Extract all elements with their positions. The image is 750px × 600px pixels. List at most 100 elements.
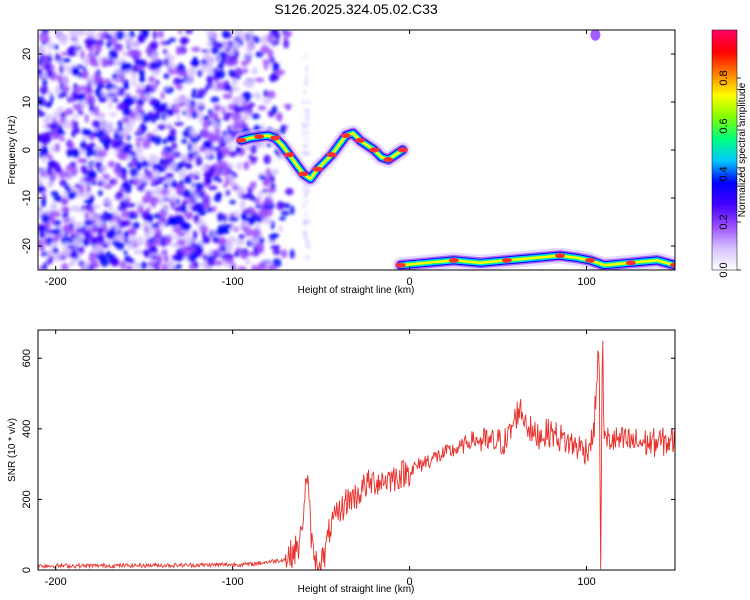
spectrogram-data [38,30,675,270]
noise-speckle [161,102,168,108]
noise-speckle [112,97,119,103]
noise-speckle [134,49,142,60]
noise-speckle [40,72,48,79]
noise-speckle [142,140,151,149]
y-tick-label: 0 [21,567,33,573]
noise-speckle [306,151,310,156]
noise-speckle [158,198,165,206]
noise-speckle [87,170,98,180]
noise-speckle [116,87,126,97]
noise-speckle [164,205,170,213]
noise-speckle [242,222,250,228]
noise-speckle [61,213,69,218]
noise-speckle [138,155,147,161]
noise-speckle [131,64,139,73]
noise-speckle [160,189,169,196]
noise-speckle [242,211,248,220]
noise-speckle [52,246,59,254]
noise-speckle [302,204,306,209]
noise-speckle [275,69,286,76]
noise-speckle [258,174,266,180]
x-tick-label: -200 [45,576,67,588]
noise-speckle [62,246,71,257]
noise-speckle [78,208,87,214]
noise-speckle [183,96,191,104]
noise-speckle [187,67,197,76]
noise-speckle [235,68,242,77]
noise-speckle [131,71,137,81]
noise-speckle [233,30,244,36]
noise-speckle [250,228,261,238]
noise-speckle [217,212,223,222]
lower-ridge-peak [670,262,675,268]
upper-ridge-peak [369,147,380,153]
noise-speckle [50,190,59,197]
noise-speckle [269,174,275,184]
upper-ridge-peak [236,137,247,143]
noise-speckle [121,51,129,56]
noise-speckle [223,112,234,117]
noise-speckle [188,105,196,114]
y-tick-label: 600 [21,349,33,367]
noise-speckle [172,107,180,115]
noise-speckle [205,146,214,156]
noise-speckle [307,245,311,250]
noise-speckle [49,94,54,103]
noise-speckle [302,99,306,104]
noise-speckle [242,111,251,121]
colorbar-tick-label: 0.0 [718,262,730,277]
noise-speckle [278,216,287,221]
noise-speckle [202,115,211,121]
noise-speckle [91,62,100,67]
noise-speckle [108,203,114,212]
noise-speckle [73,120,79,130]
noise-speckle [138,33,144,42]
noise-speckle [54,166,63,174]
noise-speckle [262,59,270,64]
noise-speckle [134,137,145,142]
noise-speckle [197,88,207,96]
noise-speckle [91,214,97,220]
noise-speckle [38,209,42,219]
noise-speckle [216,247,222,255]
noise-speckle [155,79,160,86]
noise-speckle [182,129,191,138]
noise-speckle [193,174,200,181]
noise-speckle [111,73,118,80]
noise-speckle [104,133,110,141]
noise-speckle [149,157,154,165]
noise-speckle [216,154,222,163]
noise-speckle [39,146,49,155]
upper-ridge-peak [383,157,394,163]
noise-speckle [53,194,63,203]
noise-speckle [152,30,157,40]
noise-speckle [167,108,175,117]
noise-speckle [152,169,159,180]
noise-speckle [257,105,267,111]
noise-speckle [69,184,74,194]
noise-speckle [205,200,211,207]
spectrogram-x-axis: -200 -100 0 100 [45,30,596,288]
lower-ridge-peak [395,262,406,268]
noise-speckle [177,231,187,237]
noise-speckle [247,30,254,38]
noise-speckle [46,69,53,78]
noise-speckle [212,237,220,244]
noise-speckle [74,103,83,112]
noise-speckle [202,193,210,201]
noise-speckle [71,149,81,158]
noise-speckle [135,141,141,148]
noise-speckle [226,243,233,253]
noise-speckle [233,210,240,215]
noise-speckle [252,92,260,97]
noise-speckle [95,218,104,228]
noise-speckle [207,133,218,143]
noise-speckle [223,164,230,175]
noise-speckle [95,161,103,168]
noise-speckle [80,140,87,148]
noise-speckle [191,88,198,95]
noise-speckle [73,127,81,134]
noise-speckle [152,128,158,133]
noise-speckle [147,260,154,268]
